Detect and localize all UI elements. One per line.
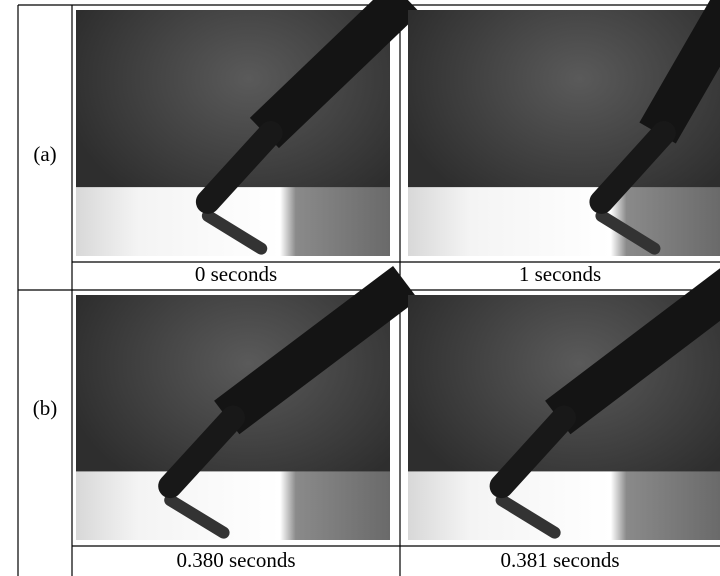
photo bbox=[76, 283, 406, 540]
row-label: (b) bbox=[33, 396, 58, 420]
photo bbox=[76, 0, 406, 256]
row-label: (a) bbox=[33, 142, 56, 166]
photo-floor bbox=[76, 471, 390, 540]
photo-floor bbox=[76, 187, 390, 256]
caption: 1 seconds bbox=[519, 262, 601, 286]
caption: 0.380 seconds bbox=[177, 548, 296, 572]
photo-floor bbox=[408, 187, 720, 256]
caption: 0.381 seconds bbox=[501, 548, 620, 572]
photo bbox=[408, 283, 720, 540]
figure-table: (a) 0 seconds 1 seconds (b) 0.380 seconds 0.3… bbox=[0, 0, 720, 576]
caption: 0 seconds bbox=[195, 262, 277, 286]
photo-floor bbox=[408, 471, 720, 540]
photo bbox=[408, 0, 720, 256]
